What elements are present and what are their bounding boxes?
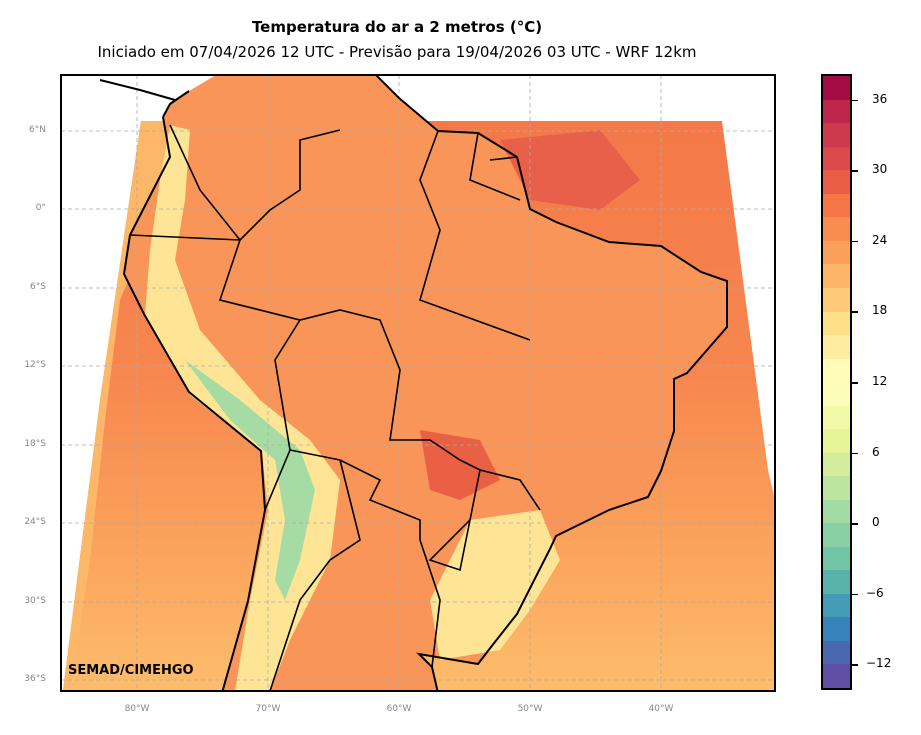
colorbar-bin [823,264,850,288]
colorbar-bin [823,405,850,430]
colorbar-bin [823,335,850,359]
colorbar [821,74,852,690]
colorbar-bin [823,217,850,241]
colorbar-bin [823,193,850,218]
lat-label: 36°S [24,674,46,684]
coastline [99,75,728,691]
colorbar-tick-label: 0 [872,515,880,530]
lon-label: 70°W [255,704,281,714]
colorbar-bin [823,76,850,100]
colorbar-bin [823,570,850,594]
colorbar-tick-label: −12 [866,656,892,671]
lat-label: 12°S [24,360,46,370]
colorbar-bin [823,523,850,547]
colorbar-tick-label: 36 [872,91,888,106]
colorbar-tick-label: 6 [872,444,880,459]
colorbar-tick-label: −6 [866,585,884,600]
colorbar-bin [823,546,850,571]
lon-label: 50°W [517,704,543,714]
colorbar-tick [852,99,858,102]
country-borders [129,124,541,691]
map-frame [60,74,776,692]
colorbar-bin [823,240,850,265]
pacific-warm-region [63,121,175,691]
colorbar-bin [823,452,850,477]
lat-label: 18°S [24,439,46,449]
colorbar-tick [852,452,858,455]
lon-label: 60°W [386,704,412,714]
colorbar-tick [852,170,858,172]
colorbar-bin [823,170,850,194]
colorbar-tick-label: 12 [872,374,888,388]
colorbar-bin [823,429,850,453]
colorbar-bin [823,617,850,641]
colorbar-bin [823,123,850,147]
chart-title: Temperatura do ar a 2 metros (°C) [251,18,543,36]
credit-label: SEMAD/CIMEHGO [68,663,194,678]
lon-label: 80°W [124,704,150,714]
lat-label: 6°S [30,282,46,292]
colorbar-tick [852,664,858,666]
colorbar-tick [852,311,858,313]
colorbar-tick-label: 30 [872,162,888,177]
colorbar-bin [823,146,850,171]
colorbar-tick [852,240,858,243]
colorbar-bin [823,99,850,124]
colorbar-bin [823,358,850,383]
colorbar-bin [823,287,850,312]
colorbar-bin [823,640,850,665]
colorbar-tick-label: 18 [872,303,888,318]
colorbar-bin [823,499,850,524]
lat-label: 24°S [24,517,46,527]
colorbar-bin [823,382,850,406]
colorbar-bin [823,593,850,618]
colorbar-tick [852,593,858,596]
colorbar-tick-label: 24 [872,232,888,247]
colorbar-bin [823,476,850,500]
lon-label: 40°W [648,704,674,714]
andes-coldest-band [185,360,315,600]
lat-label: 30°S [24,596,46,606]
colorbar-tick [852,523,858,525]
lat-label: 0° [35,203,46,213]
colorbar-bin [823,311,850,336]
chart-subtitle: Iniciado em 07/04/2026 12 UTC - Previsão… [97,43,697,61]
colorbar-tick [852,382,858,384]
southeast-mild-region [430,510,560,660]
north-coast-hot-region [500,130,640,210]
lat-label: 6°N [29,125,46,135]
colorbar-bin [823,664,850,688]
